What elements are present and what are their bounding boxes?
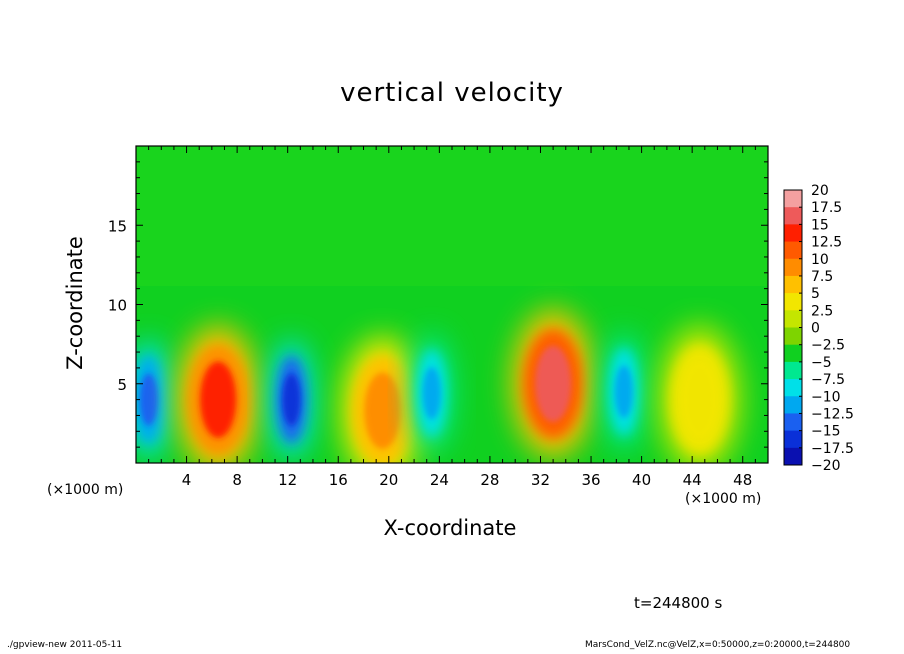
colorbar-label: 5	[811, 286, 820, 302]
updraft-cell-5-layer-2	[535, 345, 572, 422]
updraft-cell-1-layer-2	[200, 361, 237, 438]
colorbar-segment	[784, 207, 802, 225]
colorbar-segment	[784, 396, 802, 414]
x-tick-label: 48	[733, 471, 752, 489]
time-label: t=244800 s	[634, 594, 723, 612]
colorbar-segment	[784, 430, 802, 449]
x-axis-label: X-coordinate	[383, 516, 517, 540]
colorbar-label: −17.5	[811, 441, 854, 457]
downdraft-cell-6-layer-2	[614, 365, 633, 418]
colorbar-label: −12.5	[811, 406, 854, 422]
colorbar-segment	[784, 344, 802, 363]
colorbar-segment	[784, 379, 802, 397]
x-tick-label: 28	[480, 471, 499, 489]
colorbar-label: 20	[811, 183, 829, 199]
velocity-field	[136, 146, 768, 463]
colorbar-label: −20	[811, 458, 841, 474]
colorbar-label: −7.5	[811, 372, 845, 388]
colorbar-label: 15	[811, 217, 829, 233]
colorbar-label: 17.5	[811, 200, 842, 216]
chart-title: vertical velocity	[340, 78, 564, 108]
y-tick-label: 15	[108, 217, 127, 235]
colorbar-segment	[784, 190, 802, 208]
colorbar-label: −15	[811, 424, 841, 440]
updraft-cell-7-layer-2	[681, 361, 718, 438]
colorbar-label: 10	[811, 252, 829, 268]
downdraft-cell-4-layer-2	[422, 367, 441, 420]
colorbar-segment	[784, 413, 802, 432]
x-tick-label: 40	[632, 471, 651, 489]
colorbar-label: 12.5	[811, 235, 842, 251]
colorbar-segment	[784, 327, 802, 346]
y-tick-label: 10	[108, 297, 127, 315]
x-tick-label: 12	[278, 471, 297, 489]
x-tick-label: 20	[379, 471, 398, 489]
footer-left: ./gpview-new 2011-05-11	[7, 640, 123, 650]
colorbar-label: 7.5	[811, 269, 833, 285]
y-tick-label: 5	[117, 376, 127, 394]
colorbar-segment	[784, 258, 802, 277]
downdraft-cell-2-layer-2	[282, 373, 301, 426]
colorbar-label: −10	[811, 389, 841, 405]
x-tick-label: 16	[329, 471, 348, 489]
colorbar-label: 0	[811, 321, 820, 337]
x-tick-label: 36	[581, 471, 600, 489]
x-tick-label: 8	[232, 471, 242, 489]
x-tick-label: 44	[683, 471, 702, 489]
colorbar-segment	[784, 293, 802, 311]
y-axis-label: Z-coordinate	[63, 236, 87, 370]
colorbar-segment	[784, 224, 802, 243]
x-tick-label: 4	[182, 471, 192, 489]
colorbar-segment	[784, 275, 802, 294]
x-unit-label-left: (×1000 m)	[47, 482, 124, 498]
colorbar-label: −5	[811, 355, 832, 371]
downdraft-cell-0-layer-2	[139, 373, 158, 426]
footer-right: MarsCond_VelZ.nc@VelZ,x=0:50000,z=0:2000…	[585, 640, 851, 650]
colorbar-segment	[784, 361, 802, 380]
x-unit-label-right: (×1000 m)	[685, 491, 762, 507]
colorbar-segment	[784, 241, 802, 260]
x-tick-label: 32	[531, 471, 550, 489]
colorbar-segment	[784, 447, 802, 466]
x-tick-label: 24	[430, 471, 449, 489]
upper-field-tint	[136, 146, 768, 286]
colorbar-label: 2.5	[811, 303, 833, 319]
colorbar-segment	[784, 310, 802, 328]
updraft-cell-3-layer-2	[364, 372, 401, 449]
colorbar-label: −2.5	[811, 338, 845, 354]
